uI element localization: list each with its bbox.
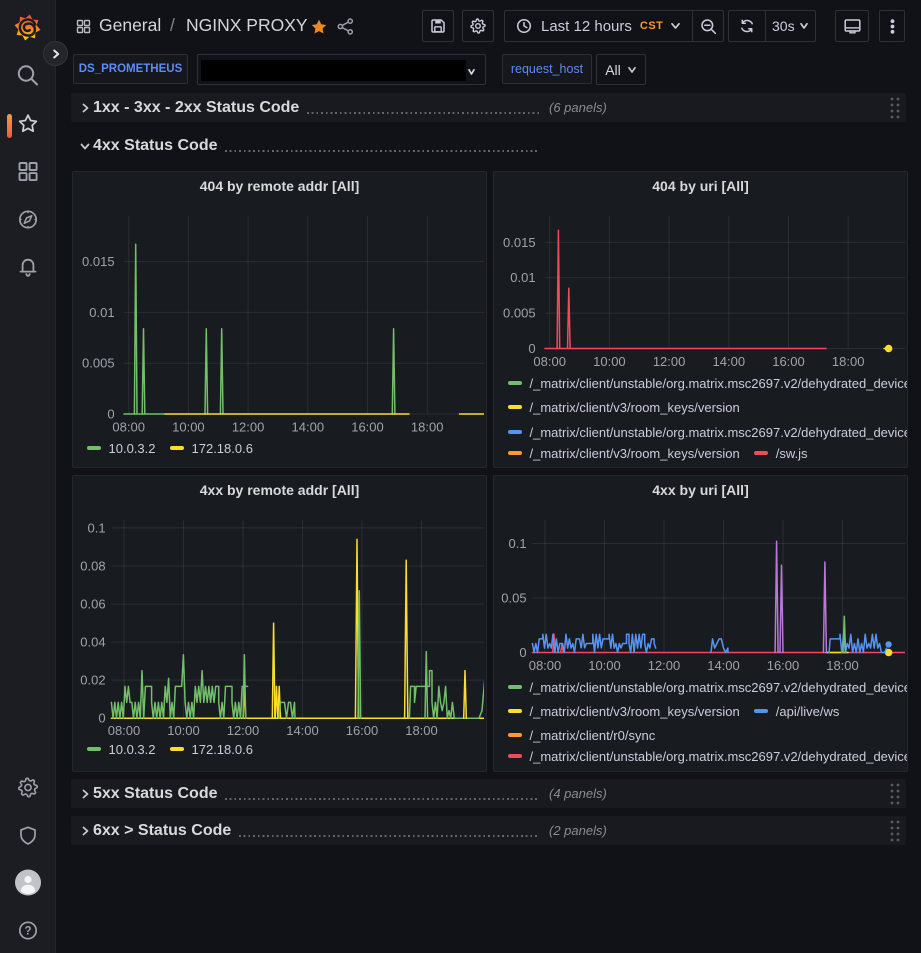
svg-text:0: 0	[519, 645, 526, 660]
svg-text:12:00: 12:00	[227, 723, 260, 738]
svg-text:0.04: 0.04	[80, 635, 105, 650]
svg-text:0: 0	[98, 711, 105, 726]
svg-text:10:00: 10:00	[588, 658, 621, 673]
svg-text:0.005: 0.005	[82, 356, 115, 371]
svg-text:18:00: 18:00	[832, 354, 865, 369]
svg-text:14:00: 14:00	[292, 420, 325, 435]
svg-text:08:00: 08:00	[112, 420, 145, 435]
svg-text:08:00: 08:00	[108, 723, 141, 738]
svg-text:10:00: 10:00	[172, 420, 205, 435]
svg-text:16:00: 16:00	[351, 420, 384, 435]
svg-text:0.1: 0.1	[509, 536, 527, 551]
svg-text:18:00: 18:00	[411, 420, 444, 435]
svg-text:0.01: 0.01	[510, 270, 535, 285]
svg-text:16:00: 16:00	[346, 723, 379, 738]
svg-text:?: ?	[24, 926, 31, 938]
svg-text:16:00: 16:00	[772, 354, 805, 369]
svg-text:18:00: 18:00	[405, 723, 438, 738]
svg-text:08:00: 08:00	[529, 658, 562, 673]
svg-text:14:00: 14:00	[713, 354, 746, 369]
svg-text:0.05: 0.05	[501, 591, 526, 606]
svg-text:08:00: 08:00	[533, 354, 566, 369]
svg-text:14:00: 14:00	[707, 658, 740, 673]
svg-text:18:00: 18:00	[826, 658, 859, 673]
svg-text:0.015: 0.015	[82, 254, 115, 269]
svg-text:0.02: 0.02	[80, 673, 105, 688]
svg-text:10:00: 10:00	[167, 723, 200, 738]
svg-text:12:00: 12:00	[232, 420, 265, 435]
svg-text:0.08: 0.08	[80, 559, 105, 574]
svg-text:14:00: 14:00	[286, 723, 319, 738]
svg-text:0.1: 0.1	[88, 520, 106, 535]
svg-text:16:00: 16:00	[767, 658, 800, 673]
svg-text:0.015: 0.015	[503, 235, 536, 250]
svg-text:0.06: 0.06	[80, 597, 105, 612]
svg-text:0: 0	[528, 341, 535, 356]
svg-text:10:00: 10:00	[593, 354, 626, 369]
svg-text:12:00: 12:00	[648, 658, 681, 673]
svg-text:0: 0	[107, 407, 114, 422]
svg-text:12:00: 12:00	[653, 354, 686, 369]
svg-text:0.005: 0.005	[503, 306, 536, 321]
svg-text:0.01: 0.01	[89, 305, 114, 320]
